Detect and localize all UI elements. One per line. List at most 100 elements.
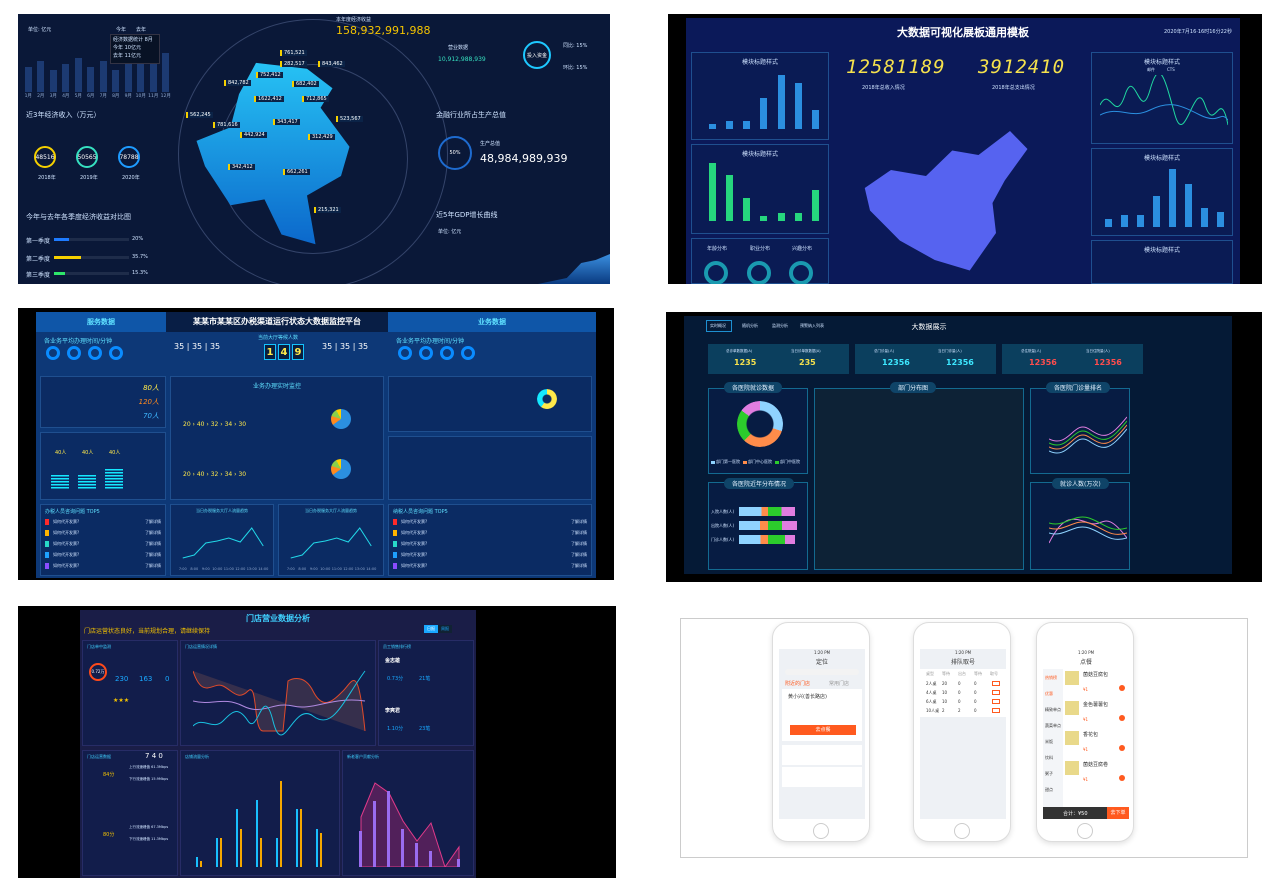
daily-button[interactable]: 日报 bbox=[424, 625, 438, 633]
hour-label: 12:00 bbox=[235, 567, 246, 571]
store-monitor: 门店单中监测 0.72万 230 163 0 ★★★ bbox=[82, 640, 178, 746]
home-button bbox=[813, 823, 829, 839]
china-map[interactable] bbox=[864, 131, 1028, 271]
bar bbox=[296, 809, 298, 867]
details-link[interactable]: 了解详情 bbox=[571, 541, 587, 546]
category-item[interactable]: 米饭 bbox=[1045, 739, 1053, 744]
question-link[interactable]: 如何代开发票? bbox=[53, 519, 80, 524]
take-number-button[interactable] bbox=[992, 708, 1000, 713]
rank-badge bbox=[393, 530, 397, 536]
category-item[interactable]: 粥子 bbox=[1045, 771, 1053, 776]
question-link[interactable]: 如何代开发票? bbox=[401, 563, 428, 568]
tab-monitor-analysis[interactable]: 监测分析 bbox=[772, 323, 788, 328]
finance-title: 金融行业所占生产总值 bbox=[436, 111, 506, 119]
question-link[interactable]: 如何代开发票? bbox=[53, 530, 80, 535]
category-item[interactable]: 优惠 bbox=[1045, 691, 1053, 696]
tab-frequent-stores[interactable]: 常用门店 bbox=[829, 681, 850, 687]
take-number-button[interactable] bbox=[992, 681, 1000, 686]
hour-label: 13:00 bbox=[354, 567, 365, 571]
question-link[interactable]: 如何代开发票? bbox=[401, 552, 428, 557]
month-label: 5月 bbox=[74, 94, 82, 99]
bar bbox=[62, 64, 70, 92]
stacked-bar bbox=[739, 535, 795, 544]
module-title: 模块标题样式 bbox=[1143, 247, 1180, 254]
take-number-button[interactable] bbox=[992, 690, 1000, 695]
bar bbox=[49, 69, 57, 92]
details-link[interactable]: 了解详情 bbox=[145, 530, 161, 535]
module-title: 模块标题样式 bbox=[741, 59, 778, 66]
tab-warning-list[interactable]: 预警纳入列表 bbox=[800, 323, 824, 328]
bar bbox=[240, 828, 242, 867]
category-item[interactable]: 饮料 bbox=[1045, 755, 1053, 760]
question-link[interactable]: 如何代开发票? bbox=[53, 541, 80, 546]
details-link[interactable]: 了解详情 bbox=[145, 563, 161, 568]
ring-indicator bbox=[461, 346, 475, 360]
details-link[interactable]: 了解详情 bbox=[145, 552, 161, 557]
queue-num: 34 bbox=[224, 471, 233, 478]
details-link[interactable]: 了解详情 bbox=[571, 530, 587, 535]
question-link[interactable]: 如何代开发票? bbox=[401, 530, 428, 535]
category-item[interactable]: 热销榜 bbox=[1045, 675, 1057, 680]
tab-random-analysis[interactable]: 随机分析 bbox=[742, 323, 758, 328]
question-link[interactable]: 如何代开发票? bbox=[401, 519, 428, 524]
unit-label: 单位: 亿元 bbox=[28, 27, 52, 33]
bar bbox=[220, 838, 222, 867]
queue-row: 20 › 40 › 32 › 34 › 30 bbox=[183, 471, 247, 478]
details-link[interactable]: 了解详情 bbox=[571, 552, 587, 557]
hall-digit: 1 bbox=[264, 344, 276, 360]
legend-last-year: 去年 bbox=[136, 27, 147, 33]
download-speed: 下行流速峰值 11.3Mbps bbox=[129, 837, 169, 841]
hour-label: 12:00 bbox=[343, 567, 354, 571]
add-button[interactable] bbox=[1119, 715, 1125, 721]
details-link[interactable]: 了解详情 bbox=[145, 541, 161, 546]
store-card[interactable] bbox=[782, 767, 862, 787]
details-link[interactable]: 了解详情 bbox=[145, 519, 161, 524]
weekly-button[interactable]: 周报 bbox=[438, 625, 452, 633]
staff-metric: 21笔 bbox=[419, 676, 431, 682]
bar bbox=[37, 61, 45, 92]
question-link[interactable]: 如何代开发票? bbox=[53, 563, 80, 568]
category-item[interactable]: 精致单点 bbox=[1045, 707, 1061, 712]
question-link[interactable]: 如何代开发票? bbox=[401, 541, 428, 546]
module-pie: 模块标题样式 bbox=[1091, 240, 1233, 284]
category-item[interactable]: 蔬菜单点 bbox=[1045, 723, 1061, 728]
details-link[interactable]: 了解详情 bbox=[571, 519, 587, 524]
bar bbox=[124, 64, 132, 92]
store-operations-dashboard: 门店营业数据分析 门店运营状态良好，当前规划合理，请继续保持 日报 周报 门店单… bbox=[18, 606, 616, 878]
add-button[interactable] bbox=[1119, 745, 1125, 751]
screen-title: 点餐 bbox=[1079, 659, 1092, 666]
details-link[interactable]: 了解详情 bbox=[571, 563, 587, 568]
take-number-button[interactable] bbox=[992, 699, 1000, 704]
status-bar-time: 1:20 PM bbox=[954, 650, 972, 655]
rank-badge bbox=[393, 552, 397, 558]
tab-nearby-stores[interactable]: 附近的门店 bbox=[785, 681, 811, 687]
question-link[interactable]: 如何代开发票? bbox=[53, 552, 80, 557]
checkout-button[interactable]: 去下单 bbox=[1107, 807, 1129, 819]
add-button[interactable] bbox=[1119, 685, 1125, 691]
legend-label: 部门中医院 bbox=[780, 459, 800, 464]
map-flag: 442,924 bbox=[240, 132, 267, 138]
store-card[interactable]: 黄小兴(善长路店) 去点餐 bbox=[782, 689, 862, 741]
bar bbox=[196, 857, 198, 867]
queue-num: 20 bbox=[183, 471, 191, 478]
bar bbox=[320, 833, 322, 867]
search-input[interactable] bbox=[785, 669, 859, 675]
tab-overview[interactable]: 实时概况 bbox=[710, 323, 726, 328]
bar-group bbox=[316, 771, 326, 867]
kpi-values: 35 | 35 | 35 bbox=[322, 342, 369, 351]
add-button[interactable] bbox=[1119, 775, 1125, 781]
star-icon: ★ bbox=[113, 697, 119, 704]
distribution-donuts: 年龄分布 职业分布 兴趣分布 bbox=[691, 238, 829, 284]
bar bbox=[709, 162, 717, 221]
city-map[interactable] bbox=[814, 388, 1024, 570]
month-label: 9月 bbox=[124, 94, 132, 99]
traffic-analysis: 店铺流量分析 bbox=[180, 750, 340, 876]
order-button[interactable]: 去点餐 bbox=[790, 725, 856, 735]
rank-badge bbox=[45, 563, 49, 569]
store-card[interactable] bbox=[782, 745, 862, 765]
column-header: 等待 bbox=[974, 671, 982, 676]
category-item[interactable]: 甜点 bbox=[1045, 787, 1053, 792]
staff-metric: 1.10分 bbox=[387, 726, 404, 732]
bar bbox=[1104, 219, 1112, 227]
quarter-bar bbox=[54, 256, 129, 259]
